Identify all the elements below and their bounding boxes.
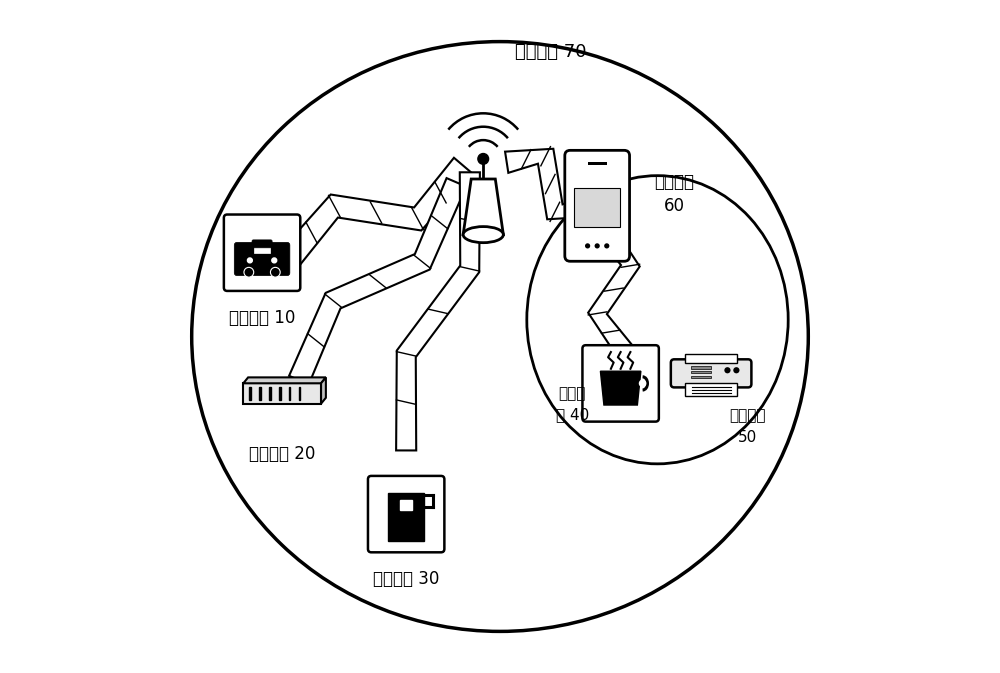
Text: 网络设备 70: 网络设备 70: [515, 42, 586, 61]
Polygon shape: [396, 172, 480, 450]
Polygon shape: [463, 179, 503, 235]
Circle shape: [478, 153, 489, 164]
Bar: [299, 388, 300, 400]
Bar: [279, 388, 281, 400]
Bar: [388, 493, 424, 541]
Text: 备 40: 备 40: [556, 407, 589, 423]
FancyBboxPatch shape: [224, 215, 300, 291]
FancyBboxPatch shape: [671, 359, 751, 388]
FancyBboxPatch shape: [252, 240, 272, 248]
Circle shape: [272, 258, 277, 263]
Circle shape: [639, 380, 646, 386]
Text: 终端设备: 终端设备: [730, 408, 766, 423]
Ellipse shape: [527, 176, 788, 464]
Text: 50: 50: [738, 429, 758, 445]
Bar: [259, 388, 261, 400]
Bar: [588, 162, 607, 165]
Circle shape: [604, 243, 609, 248]
Circle shape: [733, 367, 739, 374]
Circle shape: [585, 243, 590, 248]
FancyBboxPatch shape: [565, 150, 630, 261]
Ellipse shape: [192, 42, 808, 631]
Polygon shape: [289, 178, 466, 384]
Circle shape: [270, 267, 280, 277]
Bar: [691, 366, 711, 369]
Text: 终端设备 10: 终端设备 10: [229, 310, 295, 327]
FancyBboxPatch shape: [582, 345, 659, 421]
Circle shape: [724, 367, 731, 374]
FancyBboxPatch shape: [368, 476, 444, 553]
Polygon shape: [505, 149, 595, 219]
Text: 终端设备 30: 终端设备 30: [373, 570, 439, 588]
Circle shape: [247, 258, 252, 263]
Bar: [691, 376, 711, 378]
Bar: [685, 354, 737, 363]
Text: 终端设备 20: 终端设备 20: [249, 445, 315, 463]
Bar: [254, 244, 270, 254]
Polygon shape: [243, 384, 321, 404]
Bar: [289, 388, 290, 400]
FancyBboxPatch shape: [234, 242, 290, 276]
Text: 60: 60: [664, 197, 685, 215]
Text: 终端设: 终端设: [559, 386, 586, 401]
Bar: [574, 188, 620, 227]
Bar: [269, 388, 271, 400]
Polygon shape: [588, 223, 640, 355]
Bar: [691, 371, 711, 374]
Bar: [400, 500, 412, 510]
Bar: [685, 384, 737, 396]
Polygon shape: [321, 378, 326, 404]
Polygon shape: [600, 371, 641, 405]
Polygon shape: [280, 157, 472, 267]
Text: 终端设备: 终端设备: [654, 174, 694, 191]
Polygon shape: [243, 378, 326, 384]
Ellipse shape: [463, 227, 503, 243]
Circle shape: [595, 243, 600, 248]
Circle shape: [244, 267, 254, 277]
Bar: [249, 388, 251, 400]
